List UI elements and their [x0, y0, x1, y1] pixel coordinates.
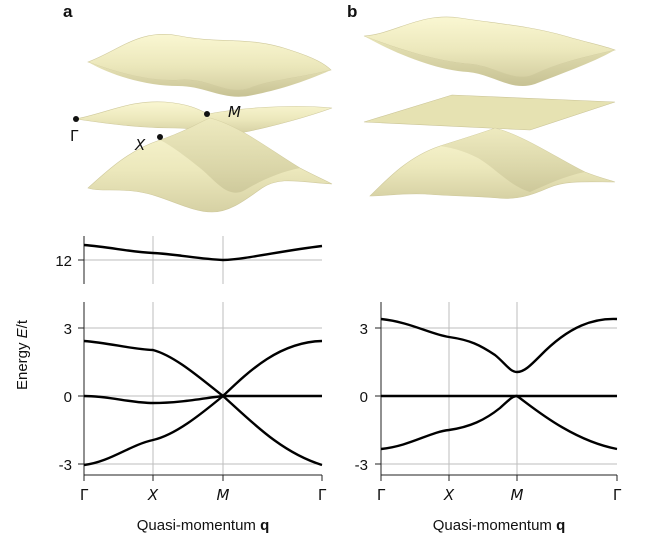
plot-a-top: 12 — [55, 236, 323, 284]
surface-label-m: M — [228, 103, 241, 121]
m-point-marker — [204, 111, 210, 117]
gamma-point-marker — [73, 116, 79, 122]
surface-b-flat — [363, 94, 616, 131]
surface-a-bottom — [87, 117, 333, 213]
x-tick-label-m: M — [511, 486, 524, 504]
y-tick-label-3: 3 — [360, 321, 368, 338]
surface-b-bottom — [369, 127, 616, 199]
x-tick-label-gamma: Γ — [377, 486, 386, 504]
band-upper — [83, 243, 323, 262]
surface-label-x: X — [134, 136, 146, 154]
y-tick-label-3: 3 — [64, 321, 72, 338]
x-point-marker — [157, 134, 163, 140]
x-tick-label-gamma-end: Γ — [318, 486, 327, 504]
band-middle — [83, 394, 322, 405]
panel-label-b: b — [347, 2, 357, 21]
panel-label-a: a — [63, 2, 73, 21]
y-tick-label-neg3: -3 — [59, 457, 72, 474]
x-tick-label-m: M — [217, 486, 230, 504]
y-tick-label-neg3: -3 — [355, 457, 368, 474]
x-tick-label-x: X — [443, 486, 455, 504]
band-upper — [380, 317, 618, 374]
x-tick-label-x: X — [147, 486, 159, 504]
x-axis-label-b: Quasi-momentum q — [433, 517, 566, 534]
y-tick-label-12: 12 — [55, 253, 72, 270]
surface-a-top — [87, 34, 332, 97]
x-axis-label-a: Quasi-momentum q — [137, 517, 270, 534]
y-tick-label-0: 0 — [360, 389, 368, 406]
plot-a-bottom: 3 0 -3 Γ X M Γ — [59, 302, 327, 504]
surface-label-gamma: Γ — [70, 127, 79, 145]
band-upper — [83, 339, 323, 398]
surface-a-middle — [75, 101, 333, 134]
x-tick-label-gamma: Γ — [80, 486, 89, 504]
surface-b-top — [363, 16, 616, 87]
x-tick-label-gamma-end: Γ — [613, 486, 622, 504]
y-axis-label: Energy E/t — [14, 319, 31, 390]
plot-b: 3 0 -3 Γ X M Γ — [355, 302, 622, 504]
band-lower — [380, 394, 618, 451]
y-tick-label-0: 0 — [64, 389, 72, 406]
band-lower — [83, 394, 323, 467]
